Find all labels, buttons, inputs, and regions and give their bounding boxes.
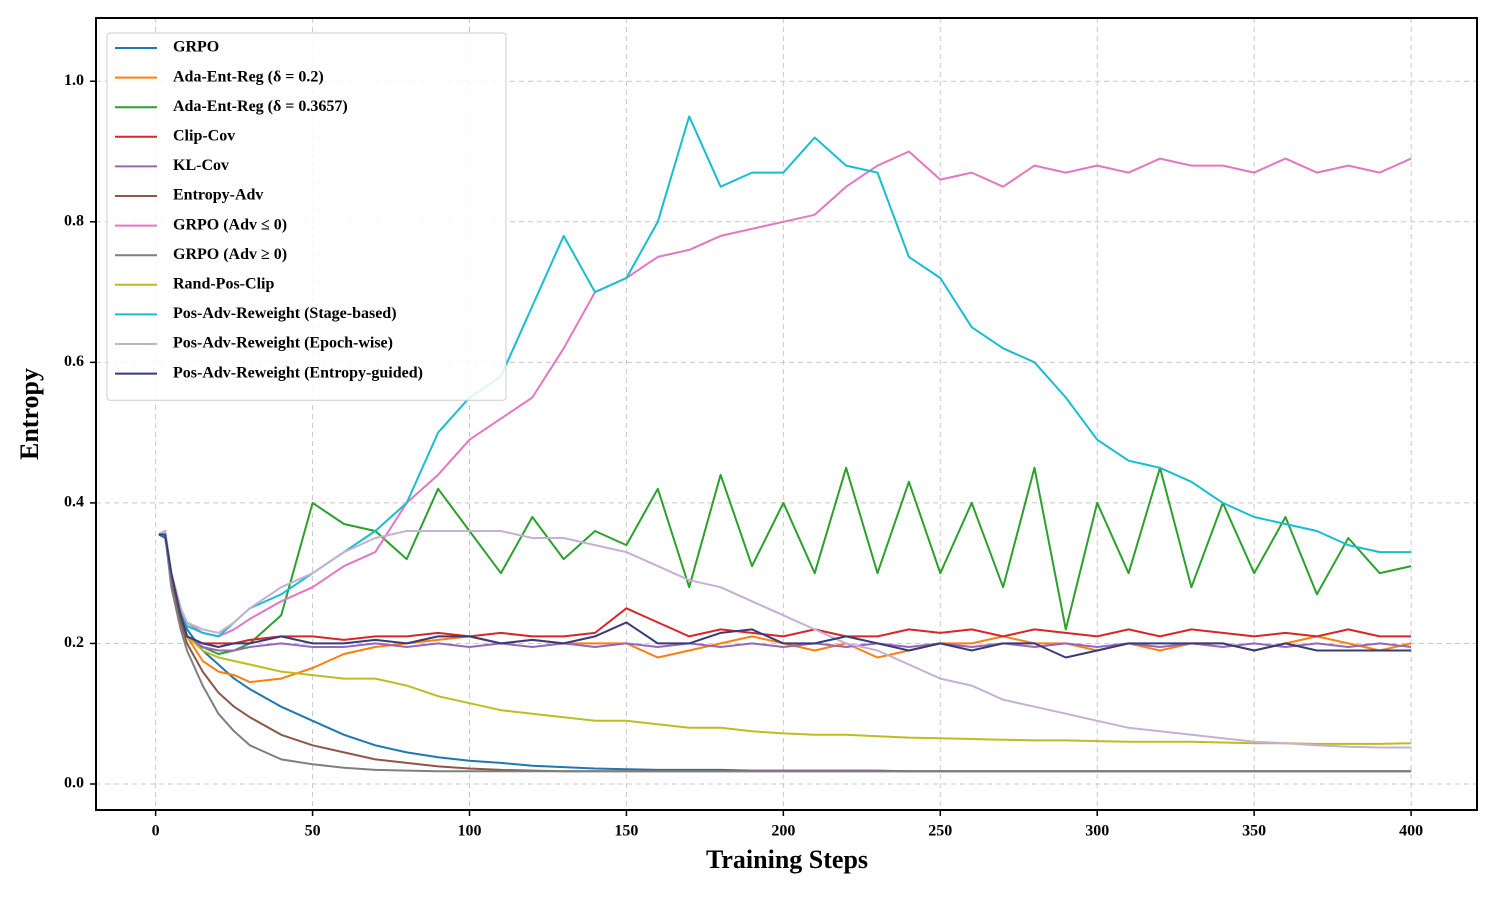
plot-lines [158, 115, 1412, 773]
legend-label: Ada-Ent-Reg (δ = 0.2) [173, 68, 324, 85]
x-tick-label: 150 [614, 823, 638, 840]
legend-box [106, 32, 507, 401]
legend-label: Entropy-Adv [173, 187, 263, 204]
legend: GRPO Ada-Ent-Reg (δ = 0.2) Ada-Ent-Reg (δ … [106, 32, 507, 401]
y-tick-label: 0.8 [64, 212, 84, 229]
x-tick-label: 200 [771, 823, 795, 840]
legend-label: Pos-Adv-Reweight (Stage-based) [173, 305, 397, 322]
series-line [158, 530, 1412, 749]
x-tick-label: 350 [1242, 823, 1266, 840]
series-line [158, 533, 1412, 745]
series-line [158, 533, 1412, 684]
y-axis-label: Entropy [15, 368, 44, 460]
series-line [158, 533, 1412, 659]
x-tick-label: 50 [305, 823, 321, 840]
y-tick-label: 0.6 [64, 353, 84, 370]
grid [96, 18, 1477, 810]
legend-label: KL-Cov [173, 157, 229, 174]
legend-label: Clip-Cov [173, 127, 235, 144]
series-line [158, 150, 1412, 638]
y-tick-label: 0.2 [64, 634, 84, 651]
legend-label: GRPO (Adv ≥ 0) [173, 246, 287, 263]
x-axis-label: Training Steps [706, 845, 868, 874]
x-tick-label: 400 [1399, 823, 1423, 840]
series-line [158, 533, 1412, 773]
legend-label: Pos-Adv-Reweight (Entropy-guided) [173, 364, 423, 381]
legend-label: GRPO (Adv ≤ 0) [173, 216, 287, 233]
legend-label: Ada-Ent-Reg (δ = 0.3657) [173, 98, 348, 115]
x-tick-label: 0 [152, 823, 160, 840]
ticks: 0 50 100 150 200 250 300 350 400 0.0 0.2 0.4 0.6 0.8 1… [64, 72, 1423, 840]
legend-label: Rand-Pos-Clip [173, 275, 274, 292]
x-tick-label: 250 [928, 823, 952, 840]
series-line [158, 533, 1412, 645]
axes-frame [95, 17, 1478, 811]
x-tick-label: 100 [457, 823, 481, 840]
x-tick-label: 300 [1085, 823, 1109, 840]
legend-label: Pos-Adv-Reweight (Epoch-wise) [173, 335, 393, 352]
series-line [158, 466, 1412, 655]
y-tick-label: 0.4 [64, 494, 84, 511]
y-tick-label: 0.0 [64, 775, 84, 792]
series-line [158, 533, 1412, 652]
legend-label: GRPO [173, 39, 219, 56]
y-tick-label: 1.0 [64, 72, 84, 89]
